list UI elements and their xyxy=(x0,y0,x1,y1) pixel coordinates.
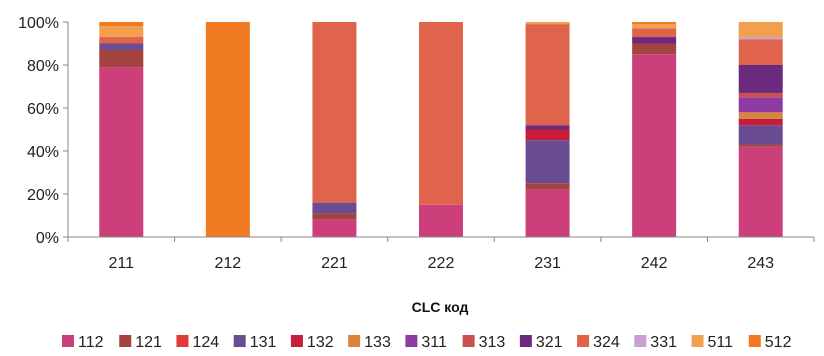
legend-swatch-132 xyxy=(290,335,303,347)
x-tick-label: 231 xyxy=(534,255,561,272)
bar-segment-242-511 xyxy=(632,24,677,29)
legend-swatch-124 xyxy=(176,335,189,347)
x-tick-label: 242 xyxy=(641,255,668,272)
bar-segment-243-311 xyxy=(738,97,783,113)
bar-segment-221-131 xyxy=(312,202,357,214)
x-tick-label: 212 xyxy=(215,255,242,272)
bar-segment-243-112 xyxy=(738,146,783,237)
legend-swatch-313 xyxy=(462,335,475,347)
y-tick-label: 20% xyxy=(27,187,59,204)
y-tick-label: 100% xyxy=(18,15,59,32)
x-tick-label: 211 xyxy=(109,255,135,272)
y-tick-label: 40% xyxy=(27,144,59,161)
legend-label-324: 324 xyxy=(593,334,620,351)
bar-segment-211-121 xyxy=(99,49,144,68)
x-tick-label: 243 xyxy=(747,255,774,272)
bar-segment-242-324 xyxy=(632,28,677,38)
bar-segment-243-313 xyxy=(738,92,783,98)
bar-segment-243-324 xyxy=(738,39,783,65)
bar-segment-242-321 xyxy=(632,37,677,44)
legend-label-131: 131 xyxy=(250,334,277,351)
legend-label-313: 313 xyxy=(479,334,506,351)
y-tick-label: 0% xyxy=(36,230,59,247)
x-axis: 211 212 221 222 231 242 243 xyxy=(67,236,815,272)
bar-segment-243-133 xyxy=(738,112,783,119)
bar-segment-222-324 xyxy=(419,22,463,205)
bar-segment-243-131 xyxy=(738,125,783,145)
bar-segment-211-512 xyxy=(99,22,144,27)
x-tick-label: 222 xyxy=(428,255,455,272)
legend-swatch-321 xyxy=(519,335,532,347)
legend-label-331: 331 xyxy=(650,334,677,351)
bar-segment-243-132 xyxy=(738,118,783,126)
legend-swatch-331 xyxy=(634,335,647,347)
legend-swatch-131 xyxy=(233,335,246,347)
bar-segment-243-331 xyxy=(738,37,783,40)
bars xyxy=(99,22,783,238)
legend-label-512: 512 xyxy=(765,334,792,351)
bar-segment-211-112 xyxy=(99,67,144,238)
y-tick-label: 60% xyxy=(27,101,59,118)
legend-swatch-311 xyxy=(405,335,418,347)
legend-label-133: 133 xyxy=(364,334,391,351)
bar-segment-231-131 xyxy=(525,140,570,184)
bar-segment-211-324 xyxy=(99,37,144,44)
bar-segment-242-112 xyxy=(632,54,677,237)
bar-segment-211-511 xyxy=(99,26,144,38)
legend-label-132: 132 xyxy=(307,334,334,351)
bar-segment-221-324 xyxy=(312,22,357,203)
bar-segment-242-512 xyxy=(632,22,677,25)
bar-segment-221-112 xyxy=(312,219,357,237)
legend: 112 121 124 131 132 133 311 313 321 324 331 511 512 xyxy=(62,334,792,351)
legend-label-124: 124 xyxy=(192,334,219,351)
legend-label-311: 311 xyxy=(421,334,447,351)
legend-label-321: 321 xyxy=(536,334,563,351)
bar-segment-211-131 xyxy=(99,43,144,50)
bar-segment-231-321 xyxy=(525,125,570,130)
bar-segment-231-121 xyxy=(525,183,570,190)
bar-segment-231-511 xyxy=(525,22,570,25)
bar-segment-222-112 xyxy=(419,204,463,237)
y-axis: 0% 20% 40% 60% 80% 100% xyxy=(18,15,69,247)
bar-segment-231-132 xyxy=(525,129,570,141)
bar-segment-243-321 xyxy=(738,65,783,93)
bar-segment-242-121 xyxy=(632,43,677,55)
bar-segment-243-511 xyxy=(738,22,783,38)
y-tick-label: 80% xyxy=(27,58,59,75)
legend-label-511: 511 xyxy=(708,334,734,351)
legend-swatch-324 xyxy=(577,335,590,347)
legend-label-112: 112 xyxy=(78,334,104,351)
legend-swatch-121 xyxy=(119,335,132,347)
bar-segment-231-112 xyxy=(525,189,570,237)
bar-segment-212-512 xyxy=(205,22,250,237)
bar-segment-243-121 xyxy=(738,144,783,147)
legend-swatch-511 xyxy=(691,335,704,347)
legend-swatch-112 xyxy=(62,335,74,347)
bar-segment-231-324 xyxy=(525,24,570,126)
legend-swatch-512 xyxy=(748,335,761,347)
bar-segment-221-121 xyxy=(312,213,357,220)
x-tick-label: 221 xyxy=(321,255,348,272)
legend-label-121: 121 xyxy=(135,334,162,351)
legend-swatch-133 xyxy=(348,335,361,347)
x-axis-label: CLC код xyxy=(412,299,469,315)
